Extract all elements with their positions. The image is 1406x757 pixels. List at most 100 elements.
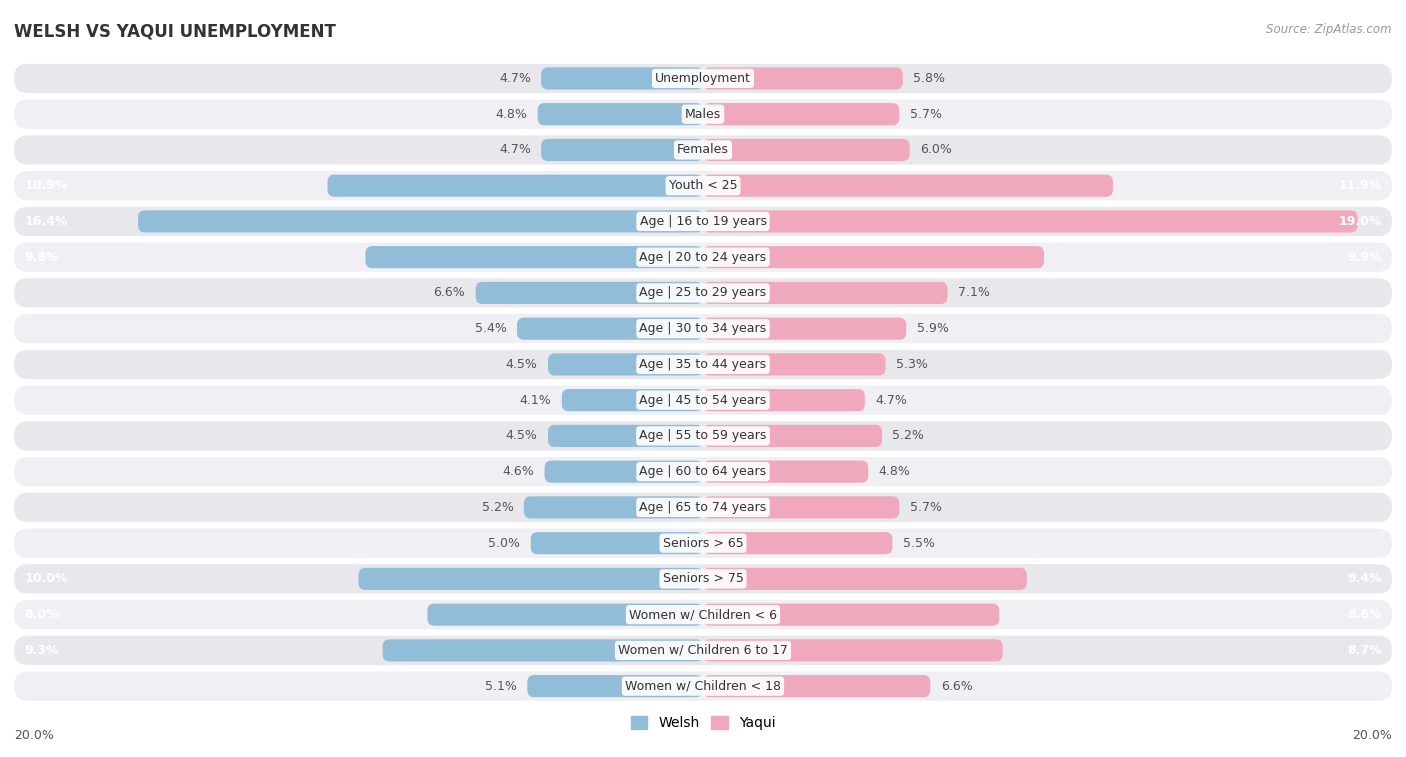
Text: Women w/ Children < 18: Women w/ Children < 18 [626, 680, 780, 693]
Text: 10.0%: 10.0% [24, 572, 67, 585]
Text: Age | 30 to 34 years: Age | 30 to 34 years [640, 322, 766, 335]
FancyBboxPatch shape [544, 460, 703, 483]
FancyBboxPatch shape [703, 354, 886, 375]
FancyBboxPatch shape [703, 67, 903, 89]
Text: 5.2%: 5.2% [893, 429, 924, 442]
FancyBboxPatch shape [14, 421, 1392, 450]
FancyBboxPatch shape [703, 532, 893, 554]
Text: 6.6%: 6.6% [941, 680, 973, 693]
Text: 8.7%: 8.7% [1347, 644, 1382, 657]
Text: 4.5%: 4.5% [506, 358, 537, 371]
Text: 4.5%: 4.5% [506, 429, 537, 442]
Text: 5.8%: 5.8% [912, 72, 945, 85]
Text: Age | 65 to 74 years: Age | 65 to 74 years [640, 501, 766, 514]
FancyBboxPatch shape [359, 568, 703, 590]
Text: 4.7%: 4.7% [499, 72, 531, 85]
FancyBboxPatch shape [14, 493, 1392, 522]
Text: 5.3%: 5.3% [896, 358, 928, 371]
Text: Women w/ Children < 6: Women w/ Children < 6 [628, 608, 778, 621]
Legend: Welsh, Yaqui: Welsh, Yaqui [626, 711, 780, 736]
FancyBboxPatch shape [541, 67, 703, 89]
Text: 10.9%: 10.9% [24, 179, 67, 192]
FancyBboxPatch shape [562, 389, 703, 411]
Text: Seniors > 75: Seniors > 75 [662, 572, 744, 585]
Text: 4.1%: 4.1% [520, 394, 551, 407]
FancyBboxPatch shape [527, 675, 703, 697]
FancyBboxPatch shape [703, 389, 865, 411]
FancyBboxPatch shape [703, 282, 948, 304]
Text: 5.4%: 5.4% [475, 322, 506, 335]
Text: Age | 35 to 44 years: Age | 35 to 44 years [640, 358, 766, 371]
Text: 8.6%: 8.6% [1347, 608, 1382, 621]
FancyBboxPatch shape [703, 318, 907, 340]
FancyBboxPatch shape [517, 318, 703, 340]
FancyBboxPatch shape [703, 103, 900, 125]
Text: 20.0%: 20.0% [14, 729, 53, 742]
Text: 4.7%: 4.7% [499, 143, 531, 157]
FancyBboxPatch shape [14, 99, 1392, 129]
FancyBboxPatch shape [328, 175, 703, 197]
FancyBboxPatch shape [382, 640, 703, 662]
FancyBboxPatch shape [703, 246, 1045, 268]
FancyBboxPatch shape [703, 139, 910, 161]
FancyBboxPatch shape [703, 640, 1002, 662]
FancyBboxPatch shape [703, 460, 869, 483]
FancyBboxPatch shape [14, 528, 1392, 558]
FancyBboxPatch shape [138, 210, 703, 232]
Text: 5.9%: 5.9% [917, 322, 949, 335]
FancyBboxPatch shape [14, 564, 1392, 593]
Text: Youth < 25: Youth < 25 [669, 179, 737, 192]
Text: 9.8%: 9.8% [24, 251, 59, 263]
FancyBboxPatch shape [14, 671, 1392, 701]
Text: 4.6%: 4.6% [502, 465, 534, 478]
FancyBboxPatch shape [703, 568, 1026, 590]
Text: 19.0%: 19.0% [1339, 215, 1382, 228]
FancyBboxPatch shape [548, 425, 703, 447]
Text: Women w/ Children 6 to 17: Women w/ Children 6 to 17 [619, 644, 787, 657]
FancyBboxPatch shape [541, 139, 703, 161]
Text: 5.0%: 5.0% [488, 537, 520, 550]
Text: 9.4%: 9.4% [1347, 572, 1382, 585]
Text: 9.3%: 9.3% [24, 644, 59, 657]
Text: 4.7%: 4.7% [875, 394, 907, 407]
Text: 20.0%: 20.0% [1353, 729, 1392, 742]
Text: 7.1%: 7.1% [957, 286, 990, 300]
FancyBboxPatch shape [703, 603, 1000, 626]
FancyBboxPatch shape [14, 242, 1392, 272]
Text: Source: ZipAtlas.com: Source: ZipAtlas.com [1267, 23, 1392, 36]
FancyBboxPatch shape [14, 64, 1392, 93]
FancyBboxPatch shape [14, 314, 1392, 344]
Text: 6.0%: 6.0% [920, 143, 952, 157]
FancyBboxPatch shape [14, 171, 1392, 201]
Text: 5.7%: 5.7% [910, 107, 942, 120]
FancyBboxPatch shape [703, 675, 931, 697]
FancyBboxPatch shape [14, 350, 1392, 379]
Text: 8.0%: 8.0% [24, 608, 59, 621]
FancyBboxPatch shape [14, 136, 1392, 164]
Text: Seniors > 65: Seniors > 65 [662, 537, 744, 550]
FancyBboxPatch shape [531, 532, 703, 554]
Text: 11.9%: 11.9% [1339, 179, 1382, 192]
Text: Females: Females [678, 143, 728, 157]
Text: 5.5%: 5.5% [903, 537, 935, 550]
Text: Age | 25 to 29 years: Age | 25 to 29 years [640, 286, 766, 300]
FancyBboxPatch shape [366, 246, 703, 268]
Text: 4.8%: 4.8% [495, 107, 527, 120]
Text: Age | 55 to 59 years: Age | 55 to 59 years [640, 429, 766, 442]
FancyBboxPatch shape [14, 279, 1392, 307]
Text: 9.9%: 9.9% [1347, 251, 1382, 263]
Text: WELSH VS YAQUI UNEMPLOYMENT: WELSH VS YAQUI UNEMPLOYMENT [14, 23, 336, 41]
Text: Age | 16 to 19 years: Age | 16 to 19 years [640, 215, 766, 228]
FancyBboxPatch shape [703, 497, 900, 519]
Text: 6.6%: 6.6% [433, 286, 465, 300]
Text: 5.7%: 5.7% [910, 501, 942, 514]
Text: Age | 60 to 64 years: Age | 60 to 64 years [640, 465, 766, 478]
FancyBboxPatch shape [537, 103, 703, 125]
Text: Age | 20 to 24 years: Age | 20 to 24 years [640, 251, 766, 263]
Text: 5.2%: 5.2% [482, 501, 513, 514]
FancyBboxPatch shape [703, 175, 1114, 197]
FancyBboxPatch shape [475, 282, 703, 304]
Text: Males: Males [685, 107, 721, 120]
FancyBboxPatch shape [14, 385, 1392, 415]
FancyBboxPatch shape [703, 425, 882, 447]
